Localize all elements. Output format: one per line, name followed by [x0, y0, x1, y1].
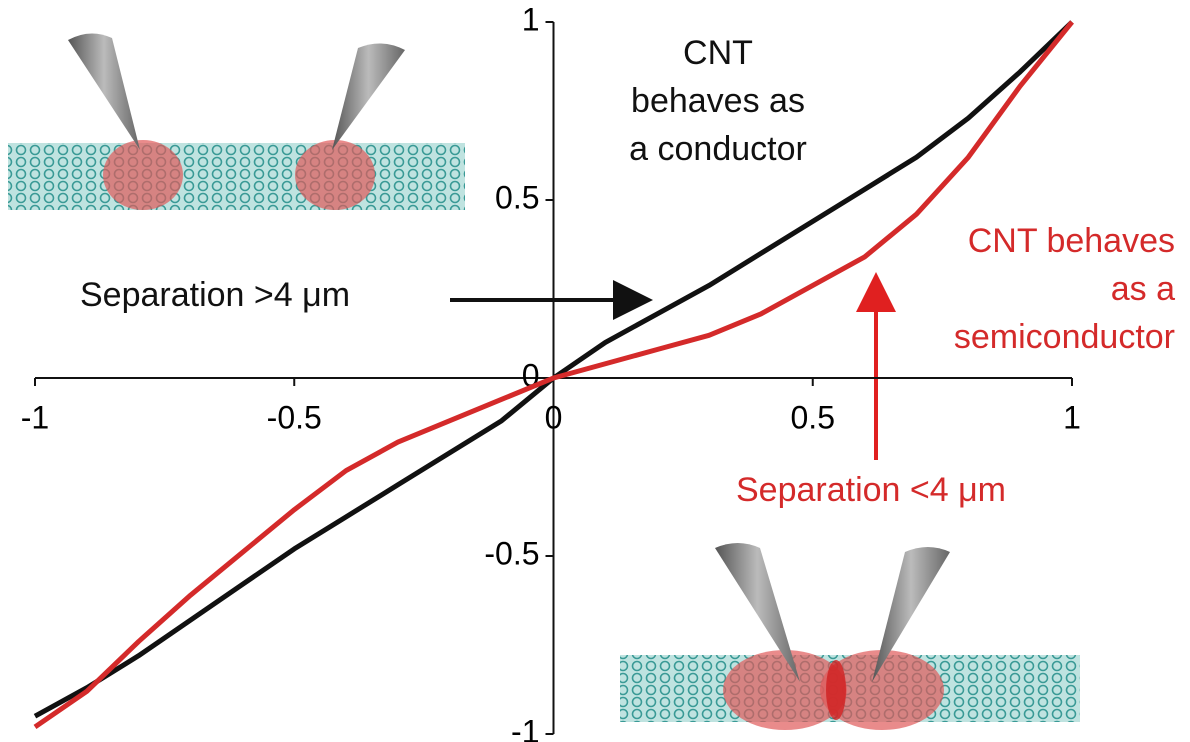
- illustration-top: [8, 33, 465, 210]
- illustration-bottom: [620, 543, 1080, 730]
- y-tick-label: -1: [511, 713, 539, 742]
- y-tick-label: 1: [522, 1, 540, 37]
- chart: -1-0.500.5110.50-0.5-1CNTbehaves asa con…: [0, 0, 1190, 742]
- x-tick-label: -1: [21, 399, 49, 435]
- annotation: behaves as: [631, 82, 805, 120]
- x-tick-label: 1: [1063, 399, 1081, 435]
- annotation: Separation <4 μm: [736, 471, 1006, 509]
- y-tick-label: -0.5: [484, 535, 539, 571]
- x-tick-label: 0.5: [791, 399, 835, 435]
- annotation: a conductor: [629, 130, 807, 168]
- annotation: CNT behaves: [968, 222, 1175, 260]
- annotation: semiconductor: [954, 318, 1175, 356]
- x-tick-label: -0.5: [267, 399, 322, 435]
- annotation: as a: [1111, 270, 1175, 308]
- annotation: CNT: [683, 34, 753, 72]
- y-tick-label: 0.5: [495, 179, 539, 215]
- x-tick-label: 0: [545, 399, 563, 435]
- annotation: Separation >4 μm: [80, 276, 350, 314]
